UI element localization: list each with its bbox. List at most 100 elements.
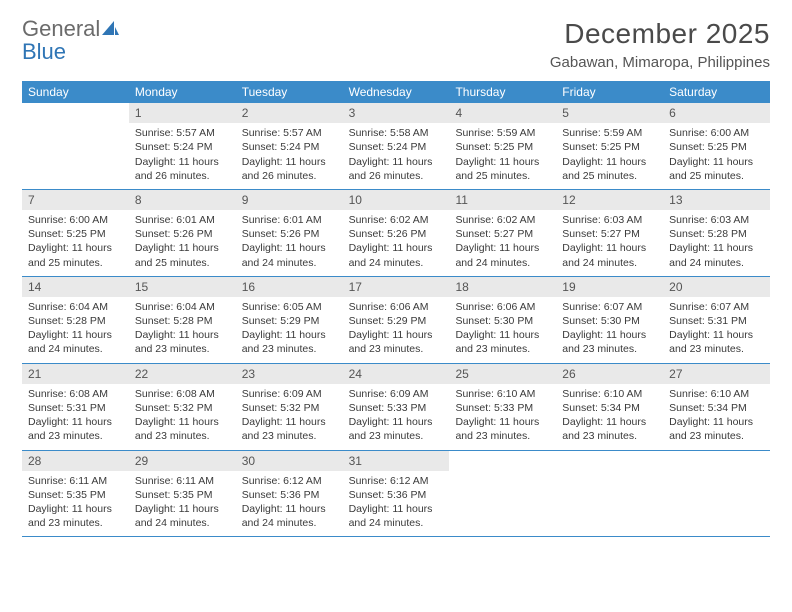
day-sunrise: Sunrise: 6:06 AM — [455, 300, 550, 314]
day-number: 22 — [129, 364, 236, 384]
weeks-container: 1Sunrise: 5:57 AMSunset: 5:24 PMDaylight… — [22, 103, 770, 537]
day-sunrise: Sunrise: 6:10 AM — [562, 387, 657, 401]
brand-word1: General — [22, 16, 100, 41]
day-day2: and 23 minutes. — [242, 342, 337, 356]
day-sunrise: Sunrise: 6:11 AM — [28, 474, 123, 488]
day-body: Sunrise: 5:57 AMSunset: 5:24 PMDaylight:… — [129, 123, 236, 189]
day-sunset: Sunset: 5:28 PM — [135, 314, 230, 328]
day-sunrise: Sunrise: 6:05 AM — [242, 300, 337, 314]
day-sunset: Sunset: 5:33 PM — [349, 401, 444, 415]
day-day1: Daylight: 11 hours — [135, 502, 230, 516]
day-cell: 25Sunrise: 6:10 AMSunset: 5:33 PMDayligh… — [449, 364, 556, 450]
day-day1: Daylight: 11 hours — [562, 241, 657, 255]
day-cell: 30Sunrise: 6:12 AMSunset: 5:36 PMDayligh… — [236, 451, 343, 537]
day-number: 13 — [663, 190, 770, 210]
day-sunset: Sunset: 5:34 PM — [669, 401, 764, 415]
calendar: Sunday Monday Tuesday Wednesday Thursday… — [22, 81, 770, 537]
day-number: 7 — [22, 190, 129, 210]
day-body: Sunrise: 5:59 AMSunset: 5:25 PMDaylight:… — [449, 123, 556, 189]
day-number: 30 — [236, 451, 343, 471]
day-day2: and 23 minutes. — [455, 429, 550, 443]
day-body: Sunrise: 6:01 AMSunset: 5:26 PMDaylight:… — [129, 210, 236, 276]
brand-text: GeneralBlue — [22, 18, 120, 63]
day-day2: and 26 minutes. — [242, 169, 337, 183]
day-number: 21 — [22, 364, 129, 384]
day-body: Sunrise: 6:02 AMSunset: 5:26 PMDaylight:… — [343, 210, 450, 276]
day-day2: and 24 minutes. — [28, 342, 123, 356]
day-cell: 1Sunrise: 5:57 AMSunset: 5:24 PMDaylight… — [129, 103, 236, 189]
day-body: Sunrise: 6:11 AMSunset: 5:35 PMDaylight:… — [22, 471, 129, 537]
day-day1: Daylight: 11 hours — [242, 155, 337, 169]
day-cell — [22, 103, 129, 189]
day-sunrise: Sunrise: 5:57 AM — [135, 126, 230, 140]
day-day2: and 25 minutes. — [455, 169, 550, 183]
day-sunrise: Sunrise: 6:12 AM — [349, 474, 444, 488]
day-number: 6 — [663, 103, 770, 123]
day-cell: 11Sunrise: 6:02 AMSunset: 5:27 PMDayligh… — [449, 190, 556, 276]
dow-tuesday: Tuesday — [236, 81, 343, 103]
day-cell — [663, 451, 770, 537]
day-sunrise: Sunrise: 6:11 AM — [135, 474, 230, 488]
day-day1: Daylight: 11 hours — [135, 155, 230, 169]
day-number: 16 — [236, 277, 343, 297]
day-day2: and 25 minutes. — [669, 169, 764, 183]
day-cell: 15Sunrise: 6:04 AMSunset: 5:28 PMDayligh… — [129, 277, 236, 363]
day-cell: 26Sunrise: 6:10 AMSunset: 5:34 PMDayligh… — [556, 364, 663, 450]
day-sunset: Sunset: 5:31 PM — [28, 401, 123, 415]
day-body: Sunrise: 5:58 AMSunset: 5:24 PMDaylight:… — [343, 123, 450, 189]
day-body: Sunrise: 6:10 AMSunset: 5:34 PMDaylight:… — [663, 384, 770, 450]
day-number: 17 — [343, 277, 450, 297]
day-sunrise: Sunrise: 6:00 AM — [669, 126, 764, 140]
day-number: 12 — [556, 190, 663, 210]
day-day1: Daylight: 11 hours — [28, 328, 123, 342]
day-body: Sunrise: 6:10 AMSunset: 5:33 PMDaylight:… — [449, 384, 556, 450]
day-cell: 28Sunrise: 6:11 AMSunset: 5:35 PMDayligh… — [22, 451, 129, 537]
day-cell: 5Sunrise: 5:59 AMSunset: 5:25 PMDaylight… — [556, 103, 663, 189]
day-cell: 27Sunrise: 6:10 AMSunset: 5:34 PMDayligh… — [663, 364, 770, 450]
day-sunrise: Sunrise: 6:08 AM — [135, 387, 230, 401]
day-number: 4 — [449, 103, 556, 123]
day-day1: Daylight: 11 hours — [135, 328, 230, 342]
day-number: 27 — [663, 364, 770, 384]
day-number: 25 — [449, 364, 556, 384]
day-day2: and 25 minutes. — [135, 256, 230, 270]
day-body: Sunrise: 6:07 AMSunset: 5:31 PMDaylight:… — [663, 297, 770, 363]
day-day1: Daylight: 11 hours — [562, 415, 657, 429]
day-day2: and 23 minutes. — [562, 429, 657, 443]
day-cell: 13Sunrise: 6:03 AMSunset: 5:28 PMDayligh… — [663, 190, 770, 276]
day-day2: and 23 minutes. — [669, 342, 764, 356]
dow-wednesday: Wednesday — [343, 81, 450, 103]
day-body: Sunrise: 6:06 AMSunset: 5:30 PMDaylight:… — [449, 297, 556, 363]
header-row: GeneralBlue December 2025 Gabawan, Mimar… — [22, 18, 770, 71]
day-sunset: Sunset: 5:25 PM — [455, 140, 550, 154]
day-sunrise: Sunrise: 6:12 AM — [242, 474, 337, 488]
week-row: 14Sunrise: 6:04 AMSunset: 5:28 PMDayligh… — [22, 277, 770, 364]
day-number: 24 — [343, 364, 450, 384]
day-sunset: Sunset: 5:34 PM — [562, 401, 657, 415]
day-day2: and 23 minutes. — [135, 429, 230, 443]
day-sunset: Sunset: 5:35 PM — [135, 488, 230, 502]
day-sunset: Sunset: 5:26 PM — [349, 227, 444, 241]
day-day1: Daylight: 11 hours — [669, 155, 764, 169]
day-sunset: Sunset: 5:32 PM — [135, 401, 230, 415]
day-sunrise: Sunrise: 6:07 AM — [669, 300, 764, 314]
day-body: Sunrise: 6:11 AMSunset: 5:35 PMDaylight:… — [129, 471, 236, 537]
day-number: 14 — [22, 277, 129, 297]
day-sunrise: Sunrise: 6:08 AM — [28, 387, 123, 401]
day-day2: and 23 minutes. — [349, 429, 444, 443]
week-row: 7Sunrise: 6:00 AMSunset: 5:25 PMDaylight… — [22, 190, 770, 277]
day-body: Sunrise: 6:02 AMSunset: 5:27 PMDaylight:… — [449, 210, 556, 276]
day-day2: and 26 minutes. — [135, 169, 230, 183]
day-sunrise: Sunrise: 6:01 AM — [135, 213, 230, 227]
day-sunset: Sunset: 5:35 PM — [28, 488, 123, 502]
day-day1: Daylight: 11 hours — [669, 241, 764, 255]
day-number: 10 — [343, 190, 450, 210]
week-row: 21Sunrise: 6:08 AMSunset: 5:31 PMDayligh… — [22, 364, 770, 451]
day-cell: 12Sunrise: 6:03 AMSunset: 5:27 PMDayligh… — [556, 190, 663, 276]
day-body: Sunrise: 6:06 AMSunset: 5:29 PMDaylight:… — [343, 297, 450, 363]
day-sunset: Sunset: 5:26 PM — [135, 227, 230, 241]
day-day1: Daylight: 11 hours — [669, 328, 764, 342]
day-number: 19 — [556, 277, 663, 297]
day-cell: 7Sunrise: 6:00 AMSunset: 5:25 PMDaylight… — [22, 190, 129, 276]
day-sunrise: Sunrise: 6:00 AM — [28, 213, 123, 227]
